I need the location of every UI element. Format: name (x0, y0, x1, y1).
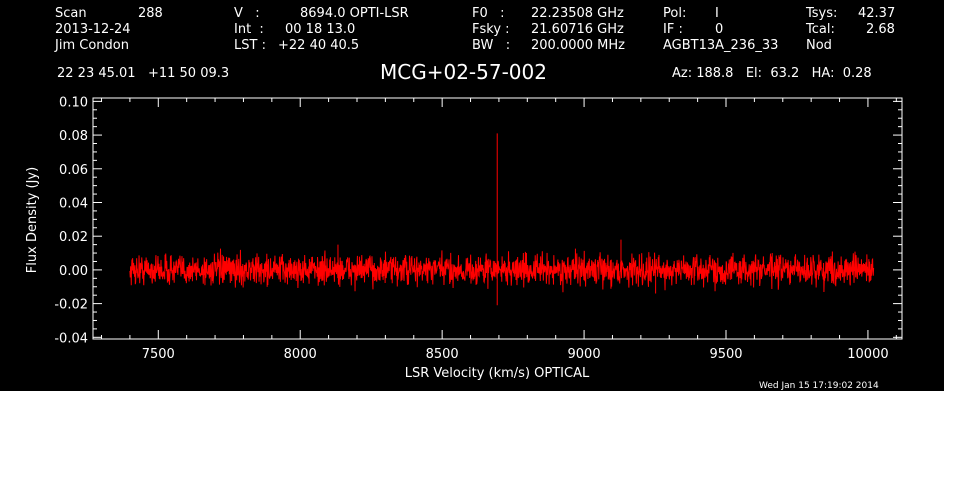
sky-frequency-value: 21.60716 GHz (531, 22, 624, 37)
x-tick-label: 8000 (284, 347, 317, 362)
object-title: MCG+02-57-002 (380, 60, 547, 84)
x-tick-label: 8500 (426, 347, 459, 362)
observation-date: 2013-12-24 (55, 22, 131, 37)
scan-number: 288 (138, 6, 163, 21)
bandwidth-label: BW : (472, 38, 511, 53)
y-axis-ticks: -0.04 -0.02 0.00 0.02 0.04 0.06 0.08 0.10 (54, 95, 902, 346)
y-tick-label: -0.04 (54, 331, 88, 346)
spectrum-panel: Scan 288 2013-12-24 Jim Condon V : 8694.… (0, 0, 944, 391)
polarization-value: I (715, 6, 719, 21)
plot-frame (92, 97, 903, 340)
y-tick-label: 0.10 (59, 95, 88, 110)
scan-label: Scan (55, 6, 87, 21)
y-axis-label: Flux Density (Jy) (25, 167, 40, 273)
lst-value: +22 40 40.5 (278, 38, 360, 53)
if-label: IF : (663, 22, 683, 37)
if-value: 0 (715, 22, 724, 37)
rest-frequency-label: F0 : (472, 6, 505, 21)
tsys-value: 42.37 (858, 6, 896, 21)
project-id: AGBT13A_236_33 (663, 38, 779, 53)
x-axis-label: LSR Velocity (km/s) OPTICAL (405, 366, 590, 381)
spectrum-trace (129, 133, 875, 306)
lst-label: LST : (234, 38, 266, 53)
polarization-label: Pol: (663, 6, 687, 21)
source-coordinates: 22 23 45.01 +11 50 09.3 (57, 66, 230, 81)
x-tick-label: 10000 (847, 347, 888, 362)
plot-timestamp: Wed Jan 15 17:19:02 2014 (759, 381, 879, 391)
y-tick-label: 0.04 (59, 196, 88, 211)
x-tick-label: 7500 (142, 347, 175, 362)
x-tick-label: 9500 (709, 347, 742, 362)
velocity-label: V : (234, 6, 260, 21)
tcal-label: Tcal: (806, 22, 835, 37)
integration-label: Int : (234, 22, 264, 37)
velocity-value: 8694.0 OPTI-LSR (300, 6, 409, 21)
observer-name: Jim Condon (55, 38, 129, 53)
y-tick-label: 0.06 (59, 163, 88, 178)
integration-value: 00 18 13.0 (285, 22, 356, 37)
sky-frequency-label: Fsky : (472, 22, 510, 37)
x-tick-label: 9000 (568, 347, 601, 362)
y-tick-label: 0.00 (59, 264, 88, 279)
y-tick-label: 0.02 (59, 230, 88, 245)
y-tick-label: 0.08 (59, 129, 88, 144)
tcal-value: 2.68 (866, 22, 895, 37)
y-tick-label: -0.02 (54, 298, 88, 313)
x-axis-ticks: 7500 8000 8500 9000 9500 10000 (101, 98, 897, 362)
spectrum-plot: 7500 8000 8500 9000 9500 10000 -0.04 -0.02 0.00… (25, 95, 903, 381)
tsys-label: Tsys: (806, 6, 838, 21)
az-el-ha: Az: 188.8 El: 63.2 HA: 0.28 (672, 66, 872, 81)
switching-mode: Nod (806, 38, 832, 53)
bandwidth-value: 200.0000 MHz (531, 38, 625, 53)
rest-frequency-value: 22.23508 GHz (531, 6, 624, 21)
